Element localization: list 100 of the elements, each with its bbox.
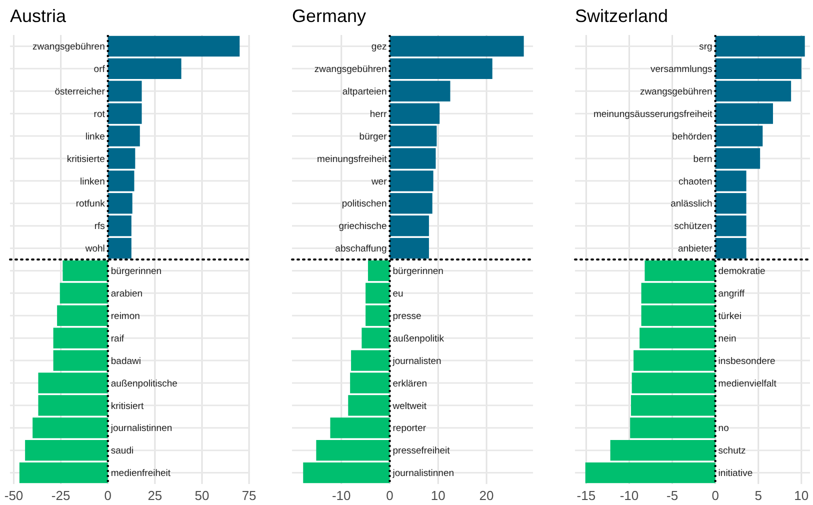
y-tick-label: rotfunk [76, 198, 106, 210]
bar [19, 462, 108, 484]
y-tick-label: bürger [359, 131, 387, 142]
y-tick-label: srg [699, 42, 712, 53]
y-tick-label: versammlungs [650, 64, 713, 75]
bar [715, 36, 805, 57]
y-tick-label: arabien [110, 288, 143, 300]
bar [108, 58, 182, 79]
bar [108, 238, 132, 259]
y-tick-label: schützen [674, 221, 712, 232]
y-tick-label: griechische [338, 221, 387, 232]
y-tick-label: meinungsäusserungsfreiheit [593, 108, 713, 120]
y-tick-label: journalistinnen [392, 468, 454, 480]
y-tick-label: kritisierte [66, 154, 105, 165]
x-tick-label: 0 [386, 488, 394, 503]
x-tick-label: 0 [104, 488, 112, 503]
y-tick-label: erklären [392, 378, 428, 390]
x-tick-label: 10 [430, 488, 446, 503]
y-tick-label: raif [110, 333, 124, 344]
x-tick-label: 0 [712, 488, 719, 503]
y-tick-label: gez [371, 42, 387, 53]
y-tick-label: reporter [392, 423, 426, 434]
y-tick-label: saudi [110, 446, 134, 457]
bar [390, 36, 524, 57]
y-tick-label: no [718, 423, 729, 434]
bar [303, 462, 390, 484]
bar [25, 440, 108, 461]
y-tick-label: anbieter [678, 244, 712, 255]
bar [62, 260, 108, 282]
bar [641, 282, 716, 304]
y-tick-label: zwangsgebühren [314, 64, 387, 75]
y-tick-label: medienfreiheit [110, 468, 171, 480]
y-tick-label: außenpolitische [110, 378, 178, 390]
y-tick-label: bürgerinnen [392, 266, 444, 278]
y-tick-label: reimon [110, 310, 140, 322]
x-tick-label: -10 [332, 488, 351, 503]
bar [610, 440, 716, 461]
bar [316, 440, 390, 461]
x-tick-label: -10 [620, 488, 639, 503]
x-tick-label: -5 [666, 488, 678, 503]
x-tick-label: -25 [51, 488, 70, 503]
bar [108, 36, 240, 57]
x-tick-label: 20 [479, 488, 494, 503]
y-tick-label: kritisiert [110, 400, 144, 412]
y-tick-label: schutz [718, 446, 746, 457]
y-tick-label: abschaffung [335, 244, 387, 255]
bar [715, 238, 746, 259]
y-tick-label: demokratie [718, 266, 766, 278]
y-tick-label: bürgerinnen [110, 266, 162, 278]
y-tick-label: bern [693, 154, 712, 165]
y-tick-label: herr [370, 108, 387, 120]
y-tick-label: angriff [718, 288, 745, 300]
y-tick-label: behörden [672, 131, 712, 142]
y-tick-label: initiative [718, 468, 753, 480]
chart-title: Austria [10, 6, 68, 26]
y-tick-label: orf [94, 64, 106, 75]
bar [366, 282, 390, 304]
y-tick-label: wohl [84, 244, 105, 255]
y-tick-label: zwangsgebühren [640, 86, 712, 98]
x-tick-label: 25 [148, 488, 162, 503]
bar [368, 260, 390, 282]
y-tick-label: österreicher [54, 86, 105, 98]
y-tick-label: linke [85, 131, 105, 142]
bar [390, 216, 429, 236]
bar [390, 58, 492, 79]
y-tick-label: insbesondere [718, 356, 776, 367]
x-tick-label: 10 [794, 488, 809, 503]
x-tick-label: 5 [754, 488, 762, 503]
y-tick-label: nein [718, 333, 736, 344]
y-tick-label: journalistinnen [110, 423, 172, 434]
chart-title: Switzerland [575, 6, 668, 26]
y-tick-label: journalisten [392, 356, 442, 367]
bar [644, 260, 716, 282]
y-tick-label: rfs [94, 221, 106, 232]
y-tick-label: anlässlich [670, 198, 712, 210]
y-tick-label: linken [80, 176, 105, 188]
bar [390, 238, 429, 259]
y-tick-label: meinungsfreiheit [317, 154, 388, 165]
y-tick-label: pressefreiheit [392, 446, 450, 457]
y-tick-label: rot [94, 108, 106, 120]
y-tick-label: wer [370, 176, 387, 188]
y-tick-label: eu [392, 288, 404, 300]
y-tick-label: chaoten [678, 176, 712, 188]
bar [108, 216, 132, 236]
y-tick-label: türkei [718, 310, 742, 322]
x-tick-label: -50 [4, 488, 24, 503]
y-tick-label: altparteien [342, 86, 387, 98]
y-tick-label: presse [392, 310, 422, 322]
y-tick-label: badawi [110, 356, 141, 367]
chart-title: Germany [292, 6, 366, 26]
y-tick-label: medienvielfalt [718, 378, 777, 390]
bar [715, 58, 802, 79]
y-tick-label: außenpolitik [392, 333, 444, 344]
y-tick-label: weltweit [392, 400, 427, 412]
y-tick-label: politischen [342, 198, 387, 210]
bar [60, 282, 108, 304]
bar [715, 216, 746, 236]
y-tick-label: zwangsgebühren [32, 42, 105, 53]
bar [585, 462, 716, 484]
x-tick-label: 75 [242, 488, 256, 503]
